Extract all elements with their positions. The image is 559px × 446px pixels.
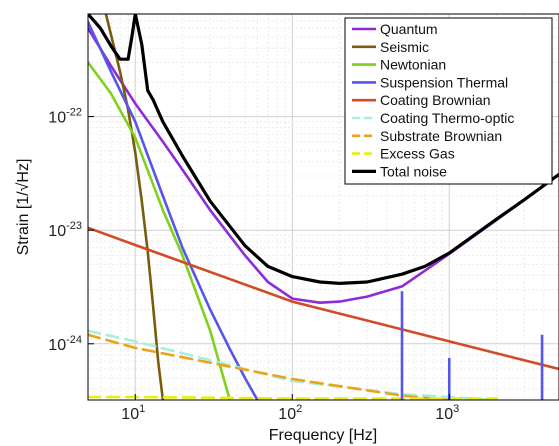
y-tick-label: 10-22 xyxy=(48,107,82,127)
x-axis-label: Frequency [Hz] xyxy=(269,427,377,444)
series-newtonian-line xyxy=(88,61,232,400)
series-coating-brownian-line xyxy=(88,226,559,371)
legend-label: Coating Brownian xyxy=(380,92,491,108)
spike-layer xyxy=(400,291,544,400)
legend-label: Total noise xyxy=(380,163,447,179)
y-tick-label: 10-23 xyxy=(48,220,82,240)
tick-labels: 101 102 103 10-22 10-23 10-24 xyxy=(48,107,459,423)
series-layer xyxy=(88,14,559,400)
series-total-noise-line xyxy=(88,14,559,285)
plot-frame xyxy=(87,13,559,401)
x-tick-label: 103 xyxy=(435,403,459,423)
legend-label: Excess Gas xyxy=(380,146,455,162)
legend-label: Seismic xyxy=(380,39,429,55)
legend-label: Quantum xyxy=(380,21,438,37)
legend-label: Coating Thermo-optic xyxy=(380,110,514,126)
x-tick-label: 101 xyxy=(121,403,145,423)
x-tick-label: 102 xyxy=(278,403,302,423)
y-axis-label: Strain [1/√Hz] xyxy=(15,159,32,256)
series-substrate-brownian-line xyxy=(88,333,451,400)
series-seismic-line xyxy=(104,14,165,400)
legend-box xyxy=(344,17,553,185)
y-tick-label: 10-24 xyxy=(48,334,82,354)
series-excess-gas-line xyxy=(88,395,498,400)
legend-label: Suspension Thermal xyxy=(380,74,508,90)
legend-label: Substrate Brownian xyxy=(380,128,502,144)
legend-label: Newtonian xyxy=(380,57,446,73)
